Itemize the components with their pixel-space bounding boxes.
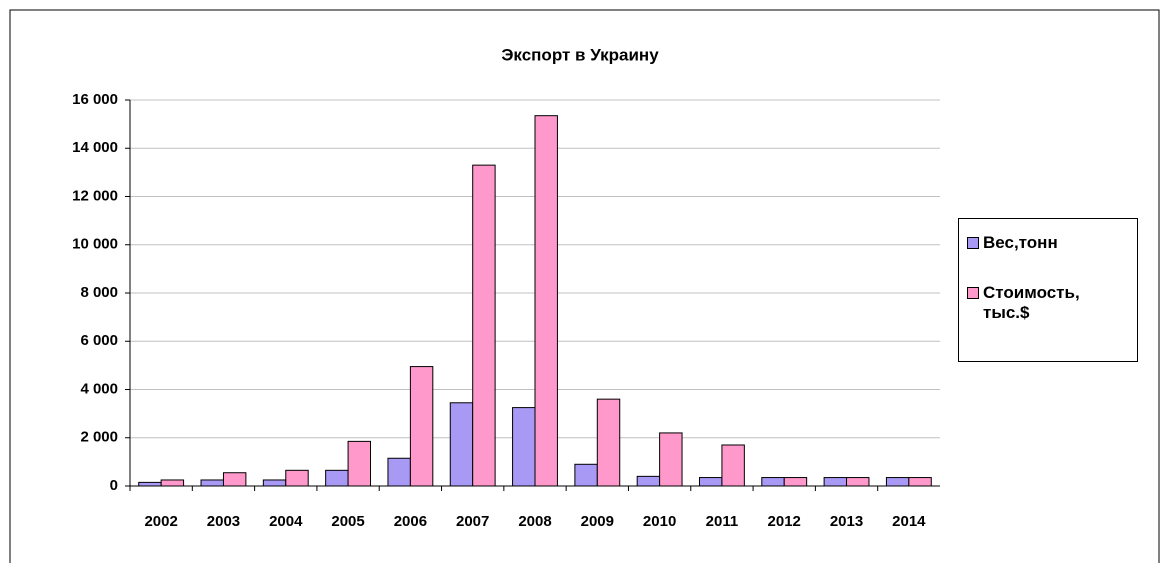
bar	[285, 469, 309, 487]
y-tick-label: 4 000	[80, 380, 118, 397]
bar	[325, 469, 349, 487]
y-tick-label: 8 000	[80, 284, 118, 301]
y-tick-label: 6 000	[80, 332, 118, 349]
y-tick-label: 16 000	[72, 91, 118, 108]
legend-label: Вес,тонн	[983, 233, 1058, 252]
x-tick-label: 2012	[768, 513, 801, 530]
chart-border	[9, 9, 1160, 563]
bar	[823, 477, 848, 487]
y-tick-label: 10 000	[72, 236, 118, 253]
bar	[721, 444, 745, 487]
bar	[347, 440, 372, 487]
x-tick-label: 2013	[830, 513, 863, 530]
bar	[138, 481, 162, 487]
legend-label: Стоимость, тыс.$	[983, 283, 1080, 322]
bar	[636, 475, 661, 487]
legend-swatch	[967, 287, 979, 299]
bar	[908, 477, 932, 487]
bar	[783, 477, 808, 487]
x-tick-label: 2007	[456, 513, 489, 530]
legend-item: Вес,тонн	[967, 233, 1129, 253]
bar	[472, 164, 496, 487]
x-tick-label: 2011	[706, 513, 739, 530]
x-tick-label: 2006	[394, 513, 427, 530]
bar	[512, 407, 536, 487]
bar	[409, 366, 434, 487]
bar	[761, 477, 785, 487]
bar	[387, 457, 411, 487]
x-tick-label: 2002	[144, 513, 177, 530]
bar	[262, 479, 287, 487]
y-tick-label: 12 000	[72, 187, 118, 204]
bar	[885, 477, 910, 487]
legend-swatch	[967, 237, 979, 249]
y-tick-label: 14 000	[72, 139, 118, 156]
bar	[659, 432, 683, 487]
bar	[698, 477, 723, 487]
y-tick-label: 0	[110, 477, 118, 494]
chart-title: Экспорт в Украину	[501, 45, 659, 64]
bar	[200, 479, 224, 487]
bar	[574, 463, 598, 487]
legend: Вес,тонн Стоимость, тыс.$	[958, 218, 1138, 362]
x-tick-label: 2014	[892, 513, 926, 530]
x-tick-label: 2009	[581, 513, 614, 530]
x-tick-label: 2008	[518, 513, 551, 530]
x-tick-label: 2003	[207, 513, 240, 530]
bar	[846, 477, 870, 487]
x-tick-label: 2010	[643, 513, 676, 530]
x-tick-label: 2005	[331, 513, 364, 530]
bar	[222, 472, 247, 487]
bar	[596, 398, 621, 487]
bar	[160, 479, 185, 487]
legend-item: Стоимость, тыс.$	[967, 283, 1129, 323]
bar	[534, 115, 558, 487]
x-tick-label: 2004	[269, 513, 303, 530]
y-tick-label: 2 000	[80, 429, 118, 446]
bar	[449, 402, 474, 487]
